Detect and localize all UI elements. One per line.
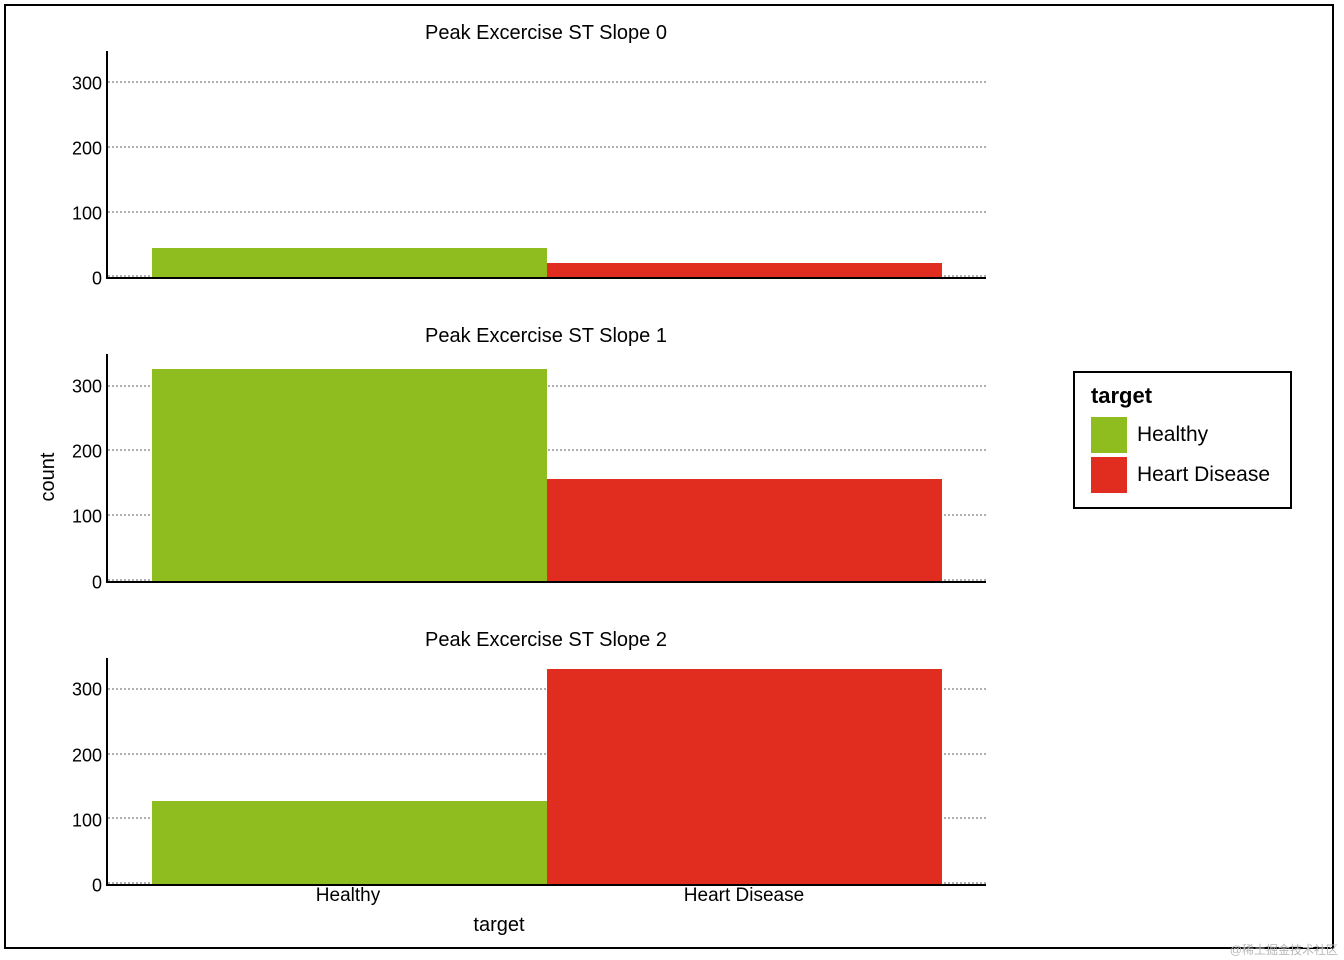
plot-area-wrap: 0100200300 <box>106 658 986 886</box>
legend-item: Heart Disease <box>1091 457 1270 493</box>
y-tick-label: 100 <box>54 507 102 528</box>
facet-panel: Peak Excercise ST Slope 00100200300 <box>106 21 986 279</box>
plot-area <box>106 354 986 582</box>
y-tick-label: 300 <box>54 680 102 701</box>
y-tick-labels: 0100200300 <box>54 658 102 886</box>
plot-area-wrap: 0100200300 <box>106 354 986 582</box>
y-tick-label: 300 <box>54 376 102 397</box>
bar <box>152 248 547 277</box>
y-tick-labels: 0100200300 <box>54 51 102 279</box>
bar <box>152 369 547 581</box>
y-tick-label: 100 <box>54 204 102 225</box>
y-tick-label: 100 <box>54 810 102 831</box>
y-tick-label: 200 <box>54 442 102 463</box>
bar <box>547 263 942 277</box>
panel-title: Peak Excercise ST Slope 2 <box>106 628 986 656</box>
y-tick-label: 0 <box>54 572 102 593</box>
y-tick-labels: 0100200300 <box>54 354 102 582</box>
y-tick-label: 0 <box>54 875 102 896</box>
bar <box>547 479 942 581</box>
chart-frame: count Peak Excercise ST Slope 0010020030… <box>4 4 1334 949</box>
gridline <box>108 211 986 213</box>
legend-label: Heart Disease <box>1137 463 1270 487</box>
y-tick-label: 0 <box>54 269 102 290</box>
x-tick-labels: Healthy Heart Disease <box>106 885 986 909</box>
legend-swatch <box>1091 417 1127 453</box>
facet-panels: Peak Excercise ST Slope 00100200300Peak … <box>106 21 986 886</box>
legend-item: Healthy <box>1091 417 1270 453</box>
gridline <box>108 81 986 83</box>
panel-title: Peak Excercise ST Slope 0 <box>106 21 986 49</box>
legend-title: target <box>1091 383 1270 409</box>
plot-area-wrap: 0100200300 <box>106 51 986 279</box>
bar <box>547 669 942 884</box>
gridline <box>108 146 986 148</box>
bar <box>152 801 547 884</box>
legend-swatch <box>1091 457 1127 493</box>
y-tick-label: 200 <box>54 745 102 766</box>
y-tick-label: 200 <box>54 138 102 159</box>
x-tick-label: Heart Disease <box>684 885 804 907</box>
legend: target Healthy Heart Disease <box>1073 371 1292 509</box>
x-tick-label: Healthy <box>316 885 380 907</box>
legend-label: Healthy <box>1137 423 1208 447</box>
facet-panel: Peak Excercise ST Slope 20100200300 <box>106 628 986 886</box>
x-axis-label: target <box>6 914 992 937</box>
facet-panel: Peak Excercise ST Slope 10100200300 <box>106 324 986 582</box>
plot-area <box>106 658 986 886</box>
y-tick-label: 300 <box>54 73 102 94</box>
watermark-text: @稀土掘金技术社区 <box>1230 941 1338 958</box>
plot-area <box>106 51 986 279</box>
panel-title: Peak Excercise ST Slope 1 <box>106 324 986 352</box>
